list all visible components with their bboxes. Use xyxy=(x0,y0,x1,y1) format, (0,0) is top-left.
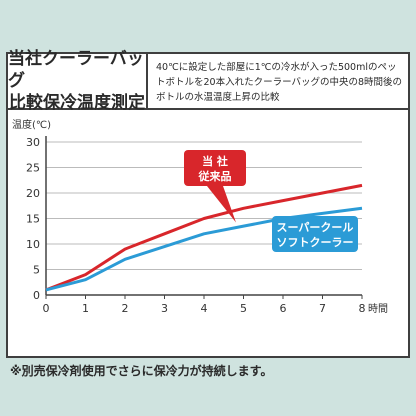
footnote: ※別売保冷剤使用でさらに保冷力が持続します。 xyxy=(10,364,273,378)
y-axis-label: 温度(℃) xyxy=(12,118,51,131)
series-label-line2: 従来品 xyxy=(198,169,232,183)
series-label-line2: ソフトクーラー xyxy=(277,236,354,249)
title-line-2: 比較保冷温度測定 xyxy=(9,93,145,113)
series-label-line1: スーパークール xyxy=(277,221,354,234)
x-tick-label: 1 xyxy=(82,302,89,315)
y-tick-label: 25 xyxy=(26,162,40,175)
x-tick-label: 6 xyxy=(280,302,287,315)
x-tick-label: 7 xyxy=(319,302,326,315)
title-box: 当社クーラーバッグ 比較保冷温度測定 xyxy=(8,49,148,113)
y-tick-label: 10 xyxy=(26,238,40,251)
chart-frame xyxy=(6,52,410,358)
y-tick-label: 20 xyxy=(26,187,40,200)
series-line-2 xyxy=(45,206,363,292)
y-tick-label: 15 xyxy=(26,213,40,226)
x-tick-label: 3 xyxy=(161,302,168,315)
series-label-pointer xyxy=(207,186,236,223)
x-tick-label: 4 xyxy=(201,302,208,315)
x-tick-label: 8 xyxy=(359,302,366,315)
title-line-1: 当社クーラーバッグ xyxy=(8,49,144,91)
series-label-box xyxy=(272,216,358,252)
series-label-line1: 当 社 xyxy=(202,154,228,168)
test-description: 40℃に設定した部屋に1℃の冷水が入った500mlのペットボトルを20本入れたク… xyxy=(156,62,403,103)
series-label-box xyxy=(184,150,246,186)
x-tick-label: 5 xyxy=(240,302,247,315)
x-axis-label: 時間 xyxy=(368,303,388,315)
x-tick-label: 2 xyxy=(122,302,129,315)
y-tick-label: 30 xyxy=(26,136,40,149)
y-tick-label: 5 xyxy=(33,264,40,277)
x-tick-label: 0 xyxy=(43,302,50,315)
series-line-1 xyxy=(45,183,363,292)
chart-header: 当社クーラーバッグ 比較保冷温度測定 40℃に設定した部屋に1℃の冷水が入った5… xyxy=(8,49,408,113)
y-tick-label: 0 xyxy=(33,289,40,302)
